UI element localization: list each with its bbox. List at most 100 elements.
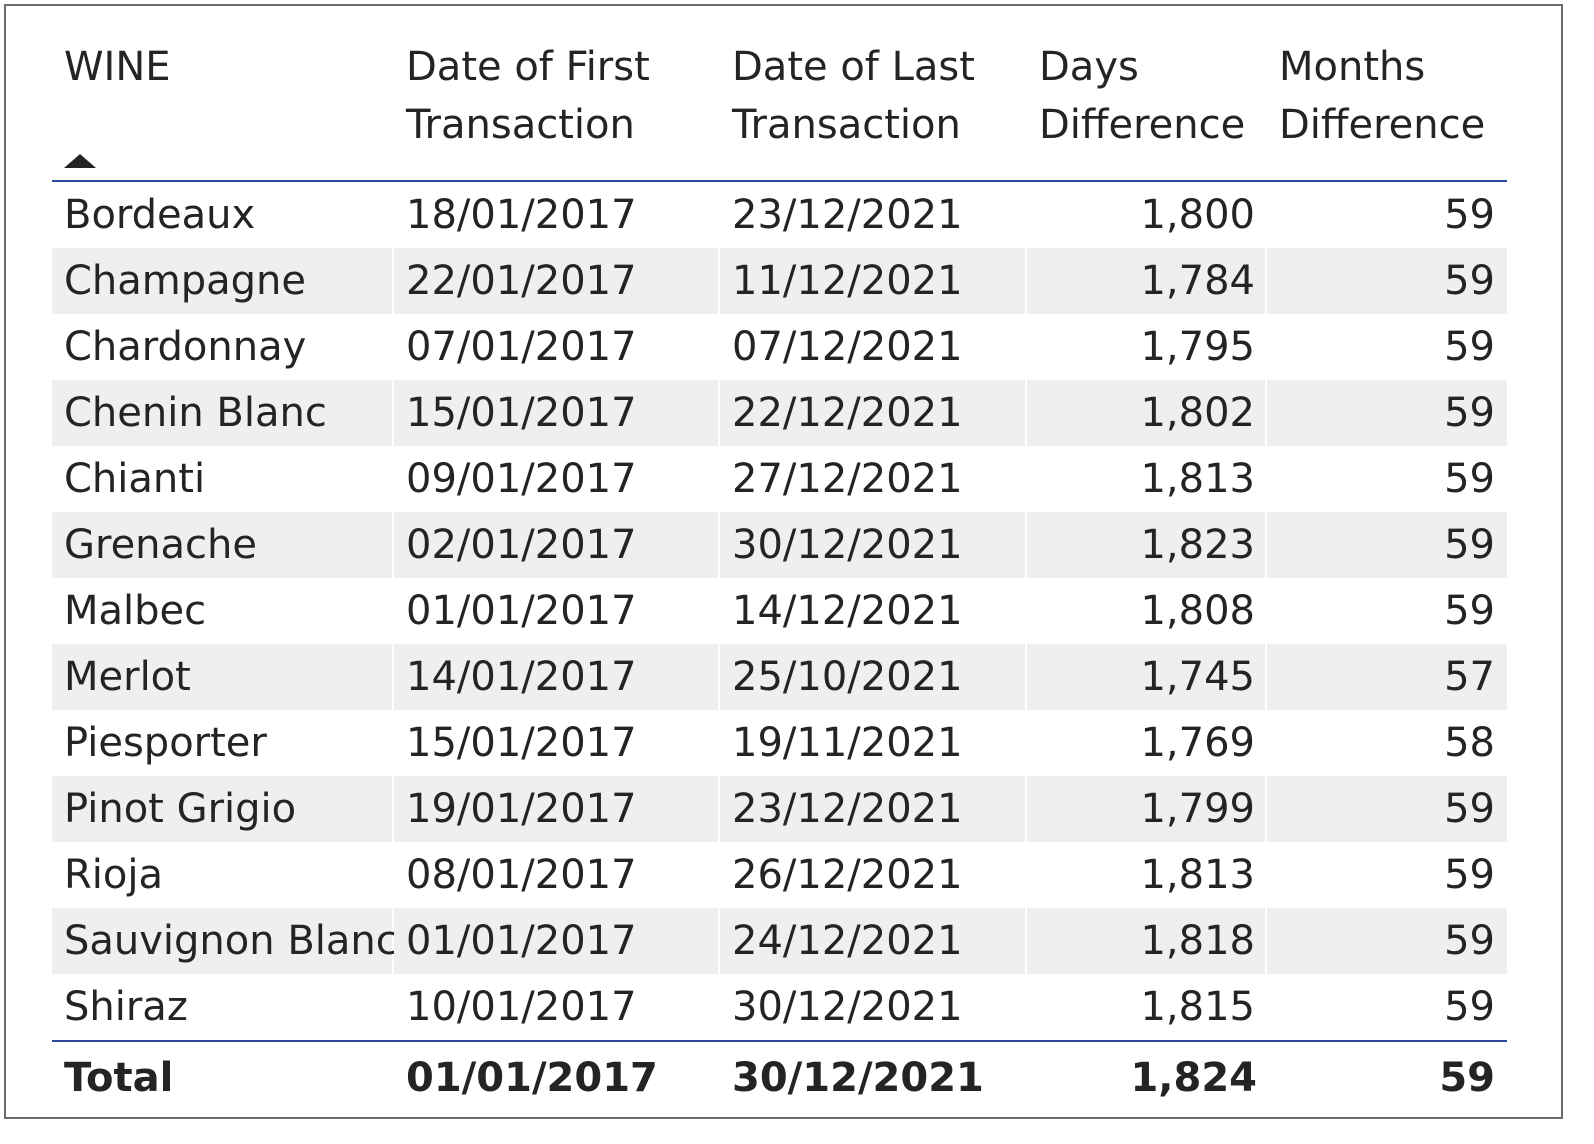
total-last-transaction: 30/12/2021 bbox=[732, 1055, 984, 1101]
column-header-last-line2: Transaction bbox=[732, 102, 961, 148]
table-row[interactable]: Grenache 02/01/2017 30/12/2021 1,823 59 bbox=[52, 512, 1507, 578]
cell-wine: Rioja bbox=[52, 842, 394, 908]
column-header-months-line1: Months bbox=[1279, 44, 1426, 90]
cell-first-transaction: 14/01/2017 bbox=[394, 644, 720, 710]
column-header-first-line2: Transaction bbox=[406, 102, 635, 148]
cell-wine: Shiraz bbox=[52, 974, 394, 1040]
column-header-days-difference[interactable]: Days Difference bbox=[1027, 6, 1267, 180]
sort-ascending-icon[interactable] bbox=[64, 154, 96, 168]
cell-days-difference: 1,800 bbox=[1027, 182, 1267, 248]
cell-wine: Chenin Blanc bbox=[52, 380, 394, 446]
total-days-difference: 1,824 bbox=[1130, 1055, 1257, 1101]
cell-wine: Pinot Grigio bbox=[52, 776, 394, 842]
table-total-row: Total 01/01/2017 30/12/2021 1,824 59 bbox=[52, 1040, 1507, 1114]
table-row[interactable]: Bordeaux 18/01/2017 23/12/2021 1,800 59 bbox=[52, 182, 1507, 248]
cell-days-difference: 1,795 bbox=[1027, 314, 1267, 380]
cell-first-transaction: 19/01/2017 bbox=[394, 776, 720, 842]
cell-days-difference: 1,813 bbox=[1027, 842, 1267, 908]
cell-first-transaction: 15/01/2017 bbox=[394, 380, 720, 446]
table-row[interactable]: Malbec 01/01/2017 14/12/2021 1,808 59 bbox=[52, 578, 1507, 644]
total-months-difference: 59 bbox=[1439, 1055, 1495, 1101]
cell-wine: Grenache bbox=[52, 512, 394, 578]
table-row[interactable]: Sauvignon Blanc 01/01/2017 24/12/2021 1,818… bbox=[52, 908, 1507, 974]
cell-months-difference: 59 bbox=[1267, 512, 1507, 578]
cell-days-difference: 1,808 bbox=[1027, 578, 1267, 644]
cell-last-transaction: 23/12/2021 bbox=[720, 776, 1027, 842]
cell-months-difference: 59 bbox=[1267, 908, 1507, 974]
wine-table: WINE Date of First Transaction Date of L… bbox=[52, 6, 1507, 1114]
total-label: Total bbox=[64, 1055, 174, 1101]
column-header-days-line1: Days bbox=[1039, 44, 1139, 90]
cell-wine: Bordeaux bbox=[52, 182, 394, 248]
table-body: Bordeaux 18/01/2017 23/12/2021 1,800 59 Champ… bbox=[52, 182, 1507, 1040]
cell-last-transaction: 19/11/2021 bbox=[720, 710, 1027, 776]
cell-days-difference: 1,802 bbox=[1027, 380, 1267, 446]
column-header-last-transaction[interactable]: Date of Last Transaction bbox=[720, 6, 1027, 180]
cell-days-difference: 1,818 bbox=[1027, 908, 1267, 974]
cell-days-difference: 1,745 bbox=[1027, 644, 1267, 710]
cell-months-difference: 59 bbox=[1267, 380, 1507, 446]
cell-months-difference: 57 bbox=[1267, 644, 1507, 710]
cell-days-difference: 1,813 bbox=[1027, 446, 1267, 512]
cell-days-difference: 1,769 bbox=[1027, 710, 1267, 776]
cell-first-transaction: 10/01/2017 bbox=[394, 974, 720, 1040]
cell-last-transaction: 30/12/2021 bbox=[720, 974, 1027, 1040]
cell-last-transaction: 24/12/2021 bbox=[720, 908, 1027, 974]
cell-first-transaction: 15/01/2017 bbox=[394, 710, 720, 776]
cell-last-transaction: 25/10/2021 bbox=[720, 644, 1027, 710]
cell-wine: Merlot bbox=[52, 644, 394, 710]
cell-last-transaction: 14/12/2021 bbox=[720, 578, 1027, 644]
cell-months-difference: 58 bbox=[1444, 720, 1495, 766]
cell-months-difference: 59 bbox=[1444, 456, 1495, 502]
column-header-first-line1: Date of First bbox=[406, 44, 650, 90]
cell-months-difference: 59 bbox=[1267, 248, 1507, 314]
table-row[interactable]: Pinot Grigio 19/01/2017 23/12/2021 1,799 59 bbox=[52, 776, 1507, 842]
cell-first-transaction: 08/01/2017 bbox=[394, 842, 720, 908]
cell-wine: Chardonnay bbox=[52, 314, 394, 380]
column-header-wine[interactable]: WINE bbox=[52, 6, 394, 180]
cell-months-difference: 59 bbox=[1444, 192, 1495, 238]
cell-wine: Piesporter bbox=[52, 710, 394, 776]
cell-days-difference: 1,823 bbox=[1027, 512, 1267, 578]
cell-last-transaction: 23/12/2021 bbox=[720, 182, 1027, 248]
cell-first-transaction: 01/01/2017 bbox=[394, 578, 720, 644]
table-row[interactable]: Piesporter 15/01/2017 19/11/2021 1,769 58 bbox=[52, 710, 1507, 776]
total-first-transaction: 01/01/2017 bbox=[406, 1055, 658, 1101]
table-row[interactable]: Shiraz 10/01/2017 30/12/2021 1,815 59 bbox=[52, 974, 1507, 1040]
table-row[interactable]: Chenin Blanc 15/01/2017 22/12/2021 1,802 59 bbox=[52, 380, 1507, 446]
table-row[interactable]: Chardonnay 07/01/2017 07/12/2021 1,795 59 bbox=[52, 314, 1507, 380]
table-row[interactable]: Chianti 09/01/2017 27/12/2021 1,813 59 bbox=[52, 446, 1507, 512]
cell-first-transaction: 09/01/2017 bbox=[394, 446, 720, 512]
table-row[interactable]: Rioja 08/01/2017 26/12/2021 1,813 59 bbox=[52, 842, 1507, 908]
column-header-wine-label: WINE bbox=[64, 44, 171, 90]
column-header-last-line1: Date of Last bbox=[732, 44, 975, 90]
cell-last-transaction: 26/12/2021 bbox=[720, 842, 1027, 908]
cell-first-transaction: 18/01/2017 bbox=[394, 182, 720, 248]
cell-first-transaction: 07/01/2017 bbox=[394, 314, 720, 380]
column-header-months-line2: Difference bbox=[1279, 102, 1486, 148]
cell-wine: Chianti bbox=[52, 446, 394, 512]
cell-last-transaction: 22/12/2021 bbox=[720, 380, 1027, 446]
cell-months-difference: 59 bbox=[1444, 588, 1495, 634]
table-header: WINE Date of First Transaction Date of L… bbox=[52, 6, 1507, 182]
table-row[interactable]: Champagne 22/01/2017 11/12/2021 1,784 59 bbox=[52, 248, 1507, 314]
cell-first-transaction: 01/01/2017 bbox=[394, 908, 720, 974]
cell-last-transaction: 11/12/2021 bbox=[720, 248, 1027, 314]
cell-days-difference: 1,815 bbox=[1027, 974, 1267, 1040]
cell-wine: Sauvignon Blanc bbox=[52, 908, 398, 974]
cell-last-transaction: 30/12/2021 bbox=[720, 512, 1027, 578]
cell-wine: Malbec bbox=[52, 578, 394, 644]
cell-days-difference: 1,784 bbox=[1027, 248, 1267, 314]
cell-wine: Champagne bbox=[52, 248, 394, 314]
cell-months-difference: 59 bbox=[1444, 984, 1495, 1030]
cell-last-transaction: 27/12/2021 bbox=[720, 446, 1027, 512]
table-row[interactable]: Merlot 14/01/2017 25/10/2021 1,745 57 bbox=[52, 644, 1507, 710]
cell-days-difference: 1,799 bbox=[1027, 776, 1267, 842]
cell-months-difference: 59 bbox=[1267, 776, 1507, 842]
table-visual-frame: WINE Date of First Transaction Date of L… bbox=[4, 4, 1563, 1119]
cell-first-transaction: 02/01/2017 bbox=[394, 512, 720, 578]
column-header-months-difference[interactable]: Months Difference bbox=[1267, 6, 1507, 180]
cell-first-transaction: 22/01/2017 bbox=[394, 248, 720, 314]
column-header-first-transaction[interactable]: Date of First Transaction bbox=[394, 6, 720, 180]
cell-last-transaction: 07/12/2021 bbox=[720, 314, 1027, 380]
